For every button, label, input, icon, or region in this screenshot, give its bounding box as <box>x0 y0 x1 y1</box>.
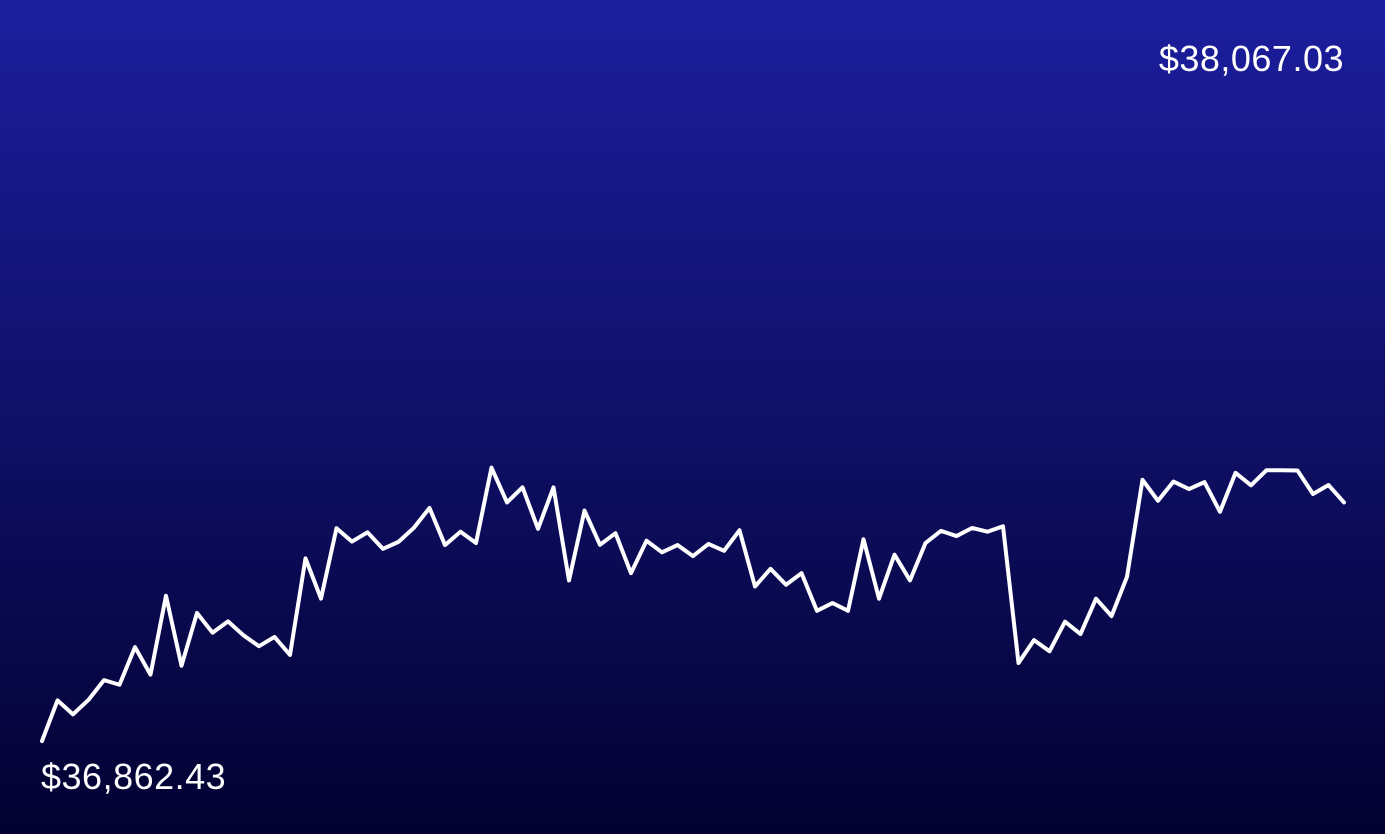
price-series-line <box>40 465 1346 743</box>
low-price-label: $36,862.43 <box>41 756 227 797</box>
high-price-label: $38,067.03 <box>1158 38 1344 79</box>
